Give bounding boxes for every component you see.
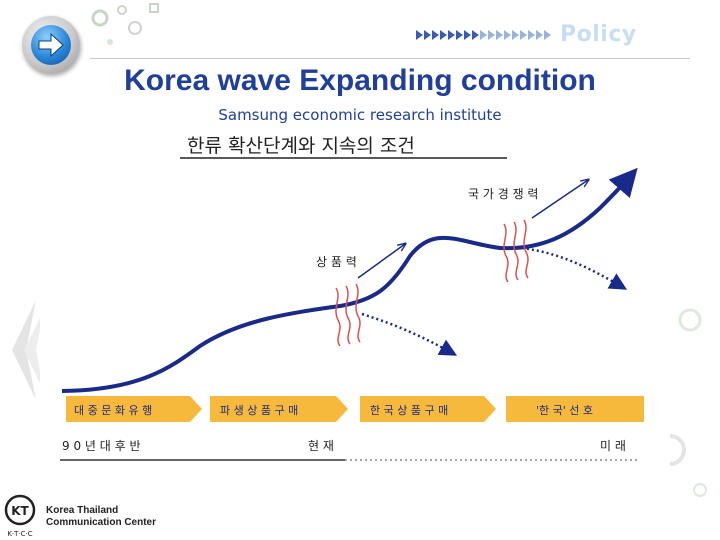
timeline-middle: 현 재 [308,439,334,453]
header-divider [90,58,690,59]
arrow-right-icon [31,25,71,65]
page-subtitle: Samsung economic research institute [218,106,502,124]
corner-decoration-left [12,300,44,400]
logo-badge-text: KT [11,504,29,518]
next-arrow-button[interactable] [22,16,80,74]
branch-dotted-high [521,246,628,290]
logo-line-2: Communication Center [46,517,157,528]
section-label: Policy [560,22,637,47]
timeline-end: 미 래 [600,439,626,453]
page-title: Korea wave Expanding condition [124,64,596,97]
label-national-competitiveness: 국 가 경 쟁 력 [468,187,538,201]
wave-marks-2 [503,219,529,283]
logo-line-1: Korea Thailand [46,505,119,516]
timeline-start: 9 0 년 대 후 반 [62,439,141,453]
label-product-power: 상 품 력 [316,255,357,269]
diagram-heading: 한류 확산단계와 지속의 조건 [187,135,415,157]
stage-label-1: 대 중 문 화 유 행 [74,404,152,417]
logo-badge-sub: K·T·C·C [7,530,32,538]
arrow-to-competitiveness [531,180,588,219]
stage-banner-4: '한 국' 선 호 [506,396,644,422]
triangle-strip-icon [416,30,551,40]
stage-banner-1: 대 중 문 화 유 행 [66,396,202,422]
kt-logo-icon: KT K·T·C·C [4,494,36,538]
arrow-to-product-power [357,244,405,279]
stage-label-2: 파 생 상 품 구 매 [220,404,298,417]
stage-banner-2: 파 생 상 품 구 매 [210,396,348,422]
stage-label-4: '한 국' 선 호 [536,404,593,417]
corner-decoration-top [91,3,159,45]
wave-marks-1 [335,283,361,347]
branch-dotted-low [361,312,458,356]
diagram-image: 한류 확산단계와 지속의 조건 국 가 경 쟁 력 상 품 력 대 중 문 화 … [40,128,670,473]
stage-label-3: 한 국 상 품 구 매 [370,404,448,417]
stage-banner-3: 한 국 상 품 구 매 [360,396,496,422]
growth-curve [61,167,638,393]
